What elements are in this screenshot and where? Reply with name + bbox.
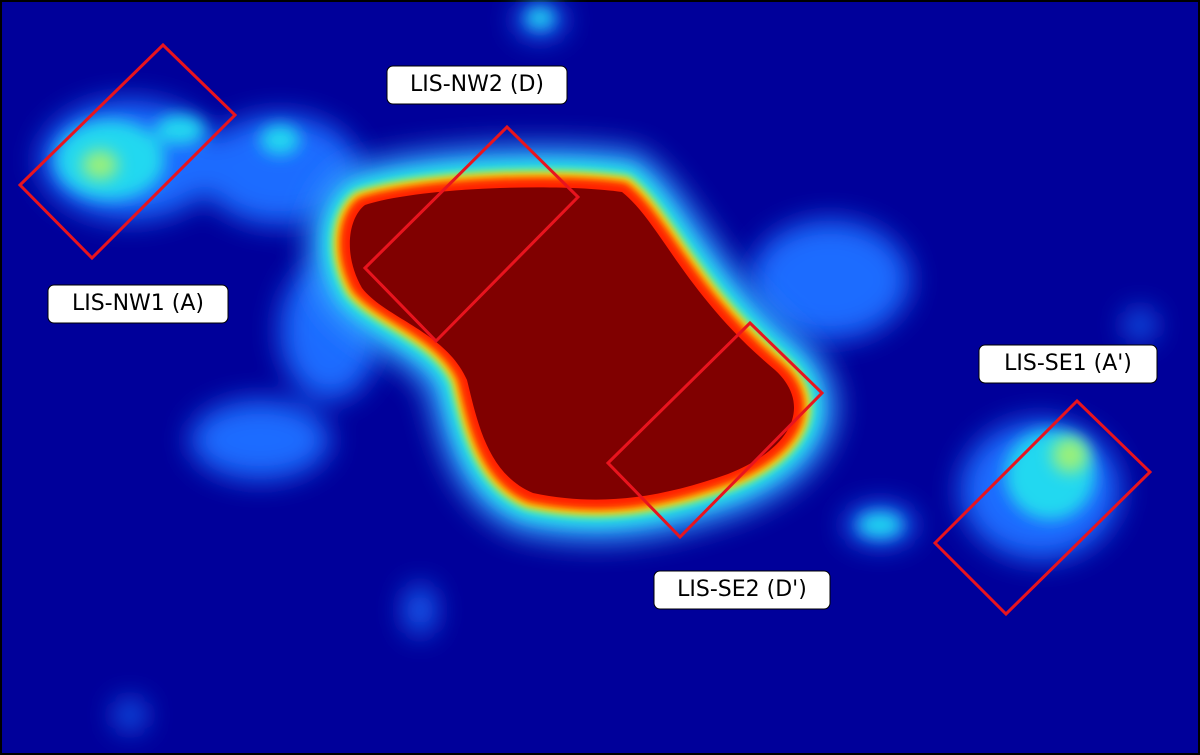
region-box (932, 398, 1153, 617)
label-box (978, 344, 1158, 384)
region-label: LIS-NW1 (A) (72, 291, 204, 316)
region-box (362, 124, 581, 344)
region-label: LIS-SE1 (A') (1004, 351, 1132, 376)
regions (17, 42, 1153, 617)
label-box (47, 284, 229, 324)
region-box (17, 42, 238, 261)
region-box (605, 320, 825, 540)
label-box (653, 570, 831, 610)
labels: LIS-NW1 (A) LIS-NW2 (D) LIS-SE1 (A') LIS… (47, 65, 1158, 610)
diffuse-emission (40, 2, 1155, 730)
label-box (386, 65, 568, 105)
region-label: LIS-SE2 (D') (677, 577, 807, 602)
region-label: LIS-NW2 (D) (410, 72, 544, 97)
central-emission (307, 145, 837, 543)
